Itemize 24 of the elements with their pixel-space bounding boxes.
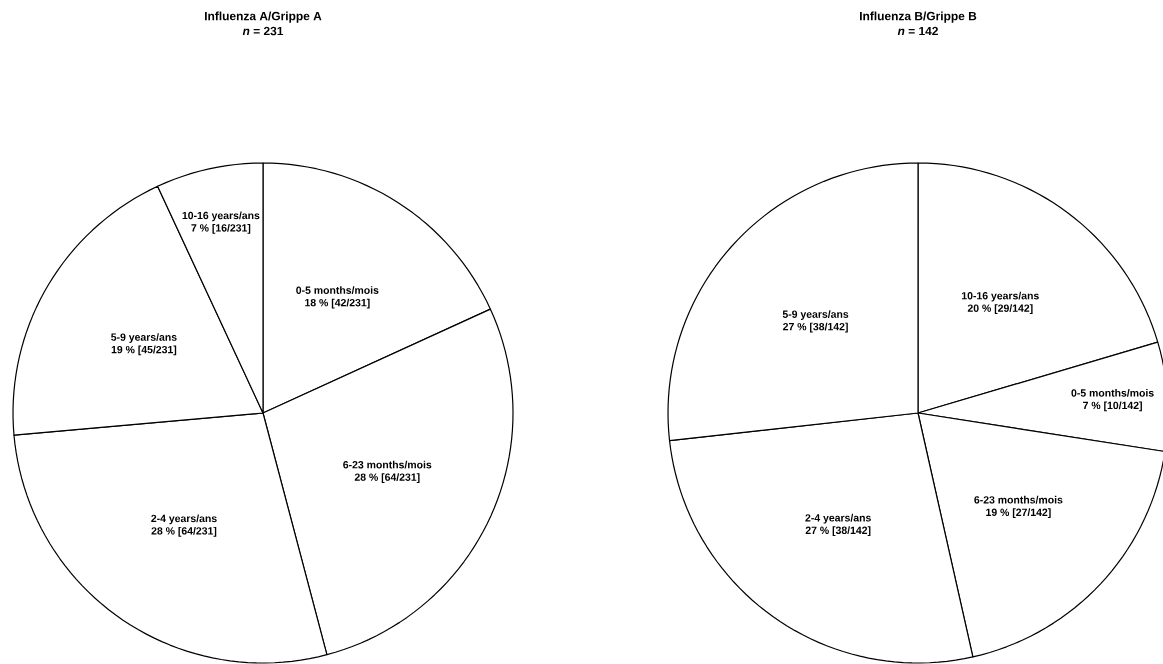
data-label: 18 % [42/231]	[305, 298, 370, 309]
slice-label: 0-5 months/mois	[1071, 388, 1154, 397]
slice-label: 2-4 years/ans	[805, 513, 871, 524]
data-label: 28 % [64/231]	[354, 473, 420, 483]
data-label: 27 % [38/142]	[783, 322, 848, 333]
chart-subtitle: n = 142	[897, 26, 938, 36]
chart-subtitle: n = 231	[242, 26, 284, 36]
data-label: 7 % [16/231]	[191, 223, 251, 234]
slice-label: 6-23 months/mois	[343, 460, 432, 469]
data-label: 19 % [27/142]	[986, 508, 1051, 519]
slice-label: 0-5 months/mois	[296, 286, 379, 294]
data-label: 28 % [64/231]	[151, 526, 217, 537]
chart-title: Influenza B/Grippe B	[860, 11, 977, 23]
slice-label: 10-16 years/ans	[182, 211, 260, 222]
slice-label: 5-9 years/ans	[111, 333, 177, 343]
data-label: 19 % [45/231]	[111, 345, 177, 356]
data-label: 27 % [38/142]	[805, 526, 871, 537]
slice-label: 10-16 years/ans	[962, 291, 1039, 302]
data-label: 7 % [10/142]	[1083, 401, 1142, 412]
data-label: 20 % [29/142]	[967, 304, 1033, 314]
slice-label: 5-9 years/ans	[782, 310, 849, 320]
slice-label: 2-4 years/ans	[151, 514, 217, 525]
slice-label: 6-23 months/mois	[974, 495, 1063, 504]
chart-title: Influenza A/Grippe A	[205, 11, 322, 23]
